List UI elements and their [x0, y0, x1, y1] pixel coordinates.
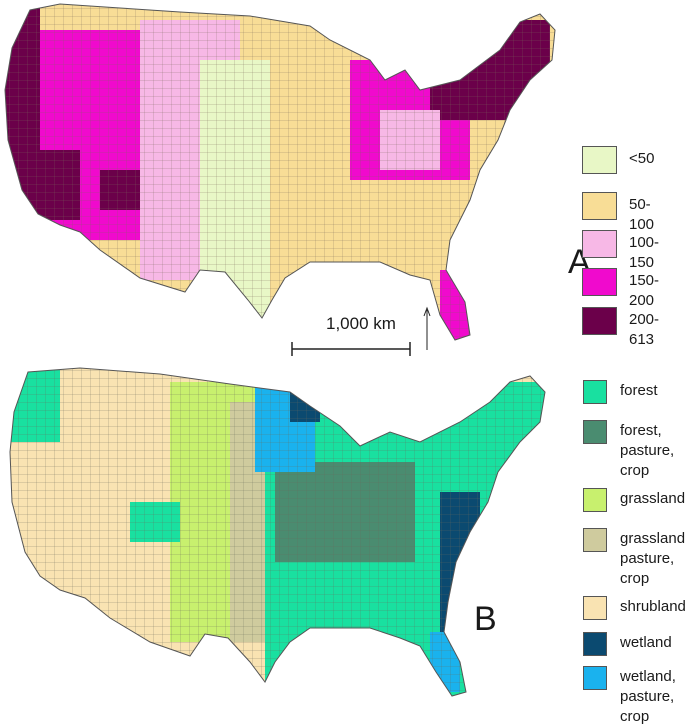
legend-item: <50 [582, 146, 654, 174]
legend-label: forest, pasture, crop [620, 422, 675, 479]
legend-swatch [583, 596, 607, 620]
legend-swatch [583, 666, 607, 690]
scale-bar [291, 342, 411, 356]
legend-label: 150-200 [629, 272, 660, 309]
legend-swatch [582, 230, 617, 258]
legend-item: 100-150 [582, 230, 659, 273]
legend-item: forest, pasture, crop [583, 420, 674, 481]
legend-swatch [583, 632, 607, 656]
legend-item: 150-200 [582, 268, 659, 311]
legend-label: <50 [629, 150, 655, 167]
scale-bar-label: 1,000 km [326, 314, 396, 333]
legend-swatch [582, 268, 617, 296]
legend-swatch [583, 488, 607, 512]
legend-item: 200-613 [582, 307, 659, 350]
legend-item: wetland [583, 632, 672, 656]
legend-label: grassland [620, 490, 685, 507]
legend-item: grassland [583, 488, 685, 512]
land-cover-map [9, 367, 546, 697]
legend-swatch [582, 307, 617, 335]
legend-item: wetland, pasture, crop [583, 666, 676, 727]
legend-item: shrubland [583, 596, 685, 620]
legend-item: grassland, pasture, crop [583, 528, 685, 589]
legend-swatch [582, 192, 617, 220]
panel-label-b: B [474, 600, 497, 638]
legend-label: wetland, pasture, crop [620, 668, 676, 725]
legend-label: 50-100 [629, 196, 655, 233]
legend-label: 100-150 [629, 234, 660, 271]
north-arrow-icon [423, 306, 431, 350]
legend-label: 200-613 [629, 311, 660, 348]
legend-swatch [583, 420, 607, 444]
legend-swatch [582, 146, 617, 174]
population-density-map [4, 3, 556, 356]
legend-swatch [583, 528, 607, 552]
legend-item: 50-100 [582, 192, 654, 235]
legend-label: forest [620, 382, 658, 399]
legend-item: forest [583, 380, 658, 404]
legend-label: wetland [620, 634, 672, 651]
legend-swatch [583, 380, 607, 404]
legend-label: grassland, pasture, crop [620, 530, 685, 587]
legend-label: shrubland [620, 598, 685, 615]
